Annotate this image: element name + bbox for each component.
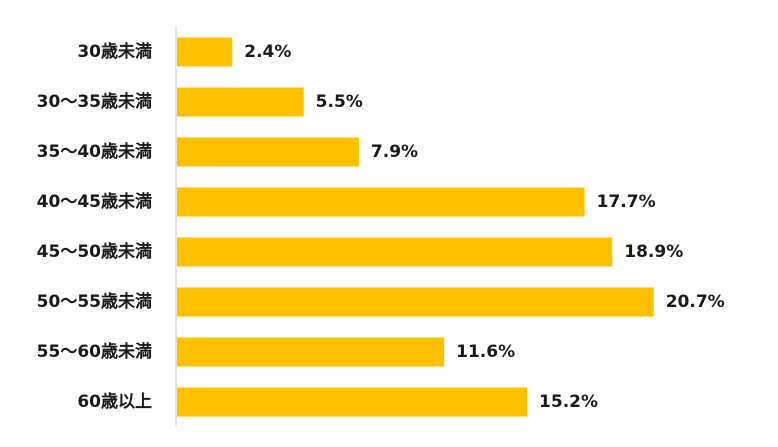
value-labels: 2.4% 5.5% 7.9% 17.7% 18.9% 20.7% 11.6% 15.2% [244,42,724,412]
bar [177,237,613,267]
bar [177,37,233,67]
value-label: 20.7% [666,292,725,312]
value-label: 5.5% [316,92,363,112]
value-label: 7.9% [371,142,418,162]
category-label: 45～50歳未満 [37,241,152,262]
category-label: 55～60歳未満 [37,341,152,362]
value-label: 18.9% [624,242,683,262]
category-label: 40～45歳未満 [37,191,152,212]
bar [177,87,304,117]
bar [177,337,445,367]
value-label: 2.4% [244,42,291,62]
bar [177,387,528,417]
bars [177,37,654,417]
value-label: 11.6% [456,342,515,362]
category-label: 30歳未満 [77,41,152,62]
bar [177,287,654,317]
value-label: 15.2% [539,392,598,412]
category-label: 35～40歳未満 [37,141,152,162]
category-label: 50～55歳未満 [37,291,152,312]
bar [177,137,359,167]
category-label: 30～35歳未満 [37,91,152,112]
bar [177,187,585,217]
value-label: 17.7% [597,192,656,212]
category-labels: 30歳未満 30～35歳未満 35～40歳未満 40～45歳未満 45～50歳未満 50～… [37,41,152,412]
category-label: 60歳以上 [77,391,152,412]
